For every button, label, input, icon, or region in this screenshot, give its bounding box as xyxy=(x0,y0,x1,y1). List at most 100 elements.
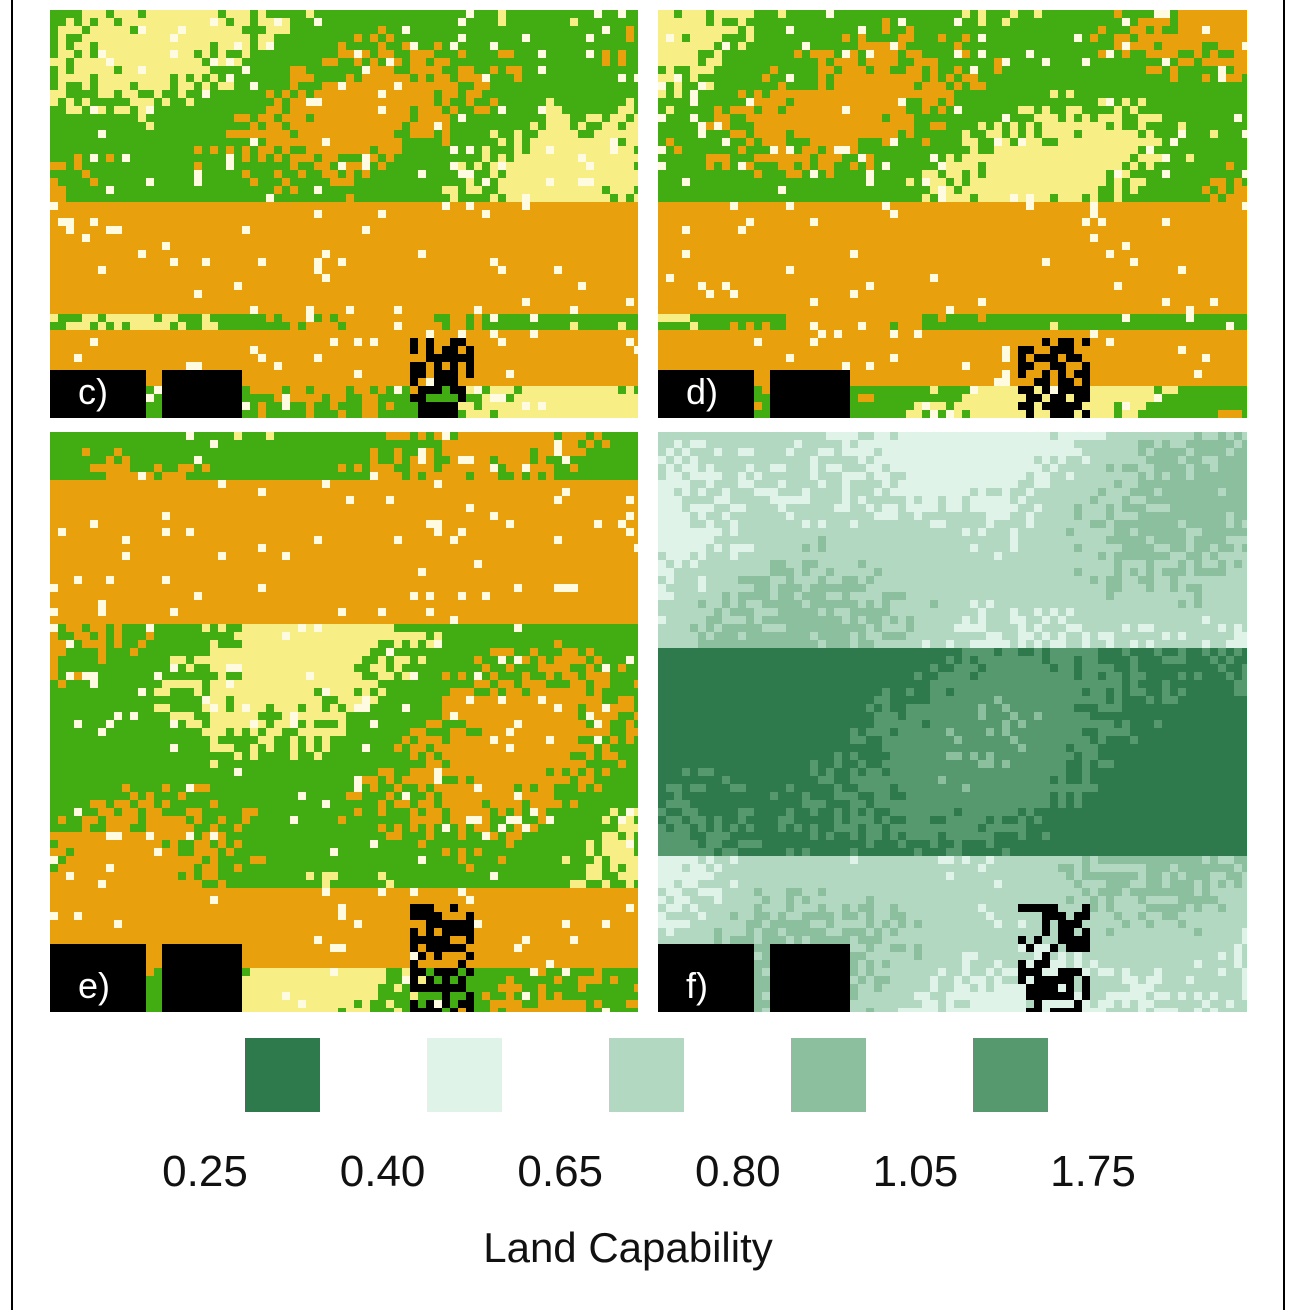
map-cell xyxy=(482,282,490,290)
map-cell xyxy=(306,290,314,298)
map-cell xyxy=(778,82,786,90)
map-cell xyxy=(1098,146,1106,154)
map-cell xyxy=(314,266,322,274)
map-cell xyxy=(250,274,258,282)
map-cell xyxy=(1034,290,1042,298)
map-cell xyxy=(362,322,370,330)
map-cell xyxy=(402,74,410,82)
map-cell xyxy=(434,378,442,386)
map-cell xyxy=(818,282,826,290)
map-cell xyxy=(658,114,666,122)
map-cell xyxy=(386,146,394,154)
map-cell xyxy=(826,50,834,58)
map-cell xyxy=(234,210,242,218)
map-cell xyxy=(1058,162,1066,170)
map-cell xyxy=(266,386,274,394)
map-cell xyxy=(418,82,426,90)
map-cell xyxy=(322,130,330,138)
map-cell xyxy=(714,306,722,314)
map-cell xyxy=(74,210,82,218)
map-cell xyxy=(794,122,802,130)
map-cell xyxy=(858,330,866,338)
map-cell xyxy=(138,82,146,90)
map-cell xyxy=(66,298,74,306)
map-cell xyxy=(498,234,506,242)
map-cell xyxy=(378,378,386,386)
map-cell xyxy=(1138,290,1146,298)
map-cell xyxy=(882,130,890,138)
map-cell xyxy=(538,242,546,250)
map-cell xyxy=(930,242,938,250)
map-cell xyxy=(362,74,370,82)
map-cell xyxy=(1234,354,1242,362)
map-cell xyxy=(1090,330,1098,338)
map-cell xyxy=(938,106,946,114)
map-cell xyxy=(538,146,546,154)
map-cell xyxy=(698,82,706,90)
map-cell xyxy=(970,146,978,154)
map-cell xyxy=(938,210,946,218)
map-cell xyxy=(1082,234,1090,242)
map-cell xyxy=(706,250,714,258)
map-cell xyxy=(298,90,306,98)
map-cell xyxy=(362,202,370,210)
map-cell xyxy=(370,138,378,146)
map-cell xyxy=(426,346,434,354)
map-cell xyxy=(658,242,666,250)
map-cell xyxy=(938,34,946,42)
map-cell xyxy=(1106,346,1114,354)
map-cell xyxy=(338,146,346,154)
map-cell xyxy=(554,138,562,146)
map-cell xyxy=(466,218,474,226)
map-cell xyxy=(370,234,378,242)
map-cell xyxy=(250,290,258,298)
map-cell xyxy=(442,210,450,218)
map-cell xyxy=(930,74,938,82)
map-cell xyxy=(66,202,74,210)
map-cell xyxy=(1242,330,1247,338)
map-cell xyxy=(1042,146,1050,154)
map-cell xyxy=(610,394,618,402)
map-cell xyxy=(666,74,674,82)
map-cell xyxy=(578,370,586,378)
map-cell xyxy=(522,170,530,178)
map-cell xyxy=(1146,242,1154,250)
map-cell xyxy=(626,394,634,402)
map-cell xyxy=(802,274,810,282)
map-cell xyxy=(602,170,610,178)
map-cell xyxy=(562,290,570,298)
map-cell xyxy=(818,202,826,210)
map-cell xyxy=(74,250,82,258)
map-cell xyxy=(970,386,978,394)
map-cell xyxy=(858,218,866,226)
map-cell xyxy=(1010,242,1018,250)
map-cell xyxy=(322,266,330,274)
map-cell xyxy=(594,378,602,386)
map-cell xyxy=(802,298,810,306)
map-cell xyxy=(778,122,786,130)
map-cell xyxy=(266,202,274,210)
map-cell xyxy=(1170,242,1178,250)
map-cell xyxy=(1010,274,1018,282)
map-cell xyxy=(218,298,226,306)
map-cell xyxy=(218,370,226,378)
map-cell xyxy=(850,346,858,354)
map-cell xyxy=(802,154,810,162)
map-cell xyxy=(362,298,370,306)
map-cell xyxy=(810,282,818,290)
map-cell xyxy=(946,378,954,386)
map-cell xyxy=(930,186,938,194)
map-cell xyxy=(250,210,258,218)
map-cell xyxy=(194,378,202,386)
map-cell xyxy=(858,314,866,322)
map-cell xyxy=(818,226,826,234)
map-cell xyxy=(970,138,978,146)
map-cell xyxy=(890,370,898,378)
map-cell xyxy=(978,362,986,370)
map-cell xyxy=(882,266,890,274)
map-cell xyxy=(466,90,474,98)
map-cell xyxy=(1098,354,1106,362)
map-cell xyxy=(578,194,586,202)
map-cell xyxy=(250,218,258,226)
map-cell xyxy=(1026,258,1034,266)
